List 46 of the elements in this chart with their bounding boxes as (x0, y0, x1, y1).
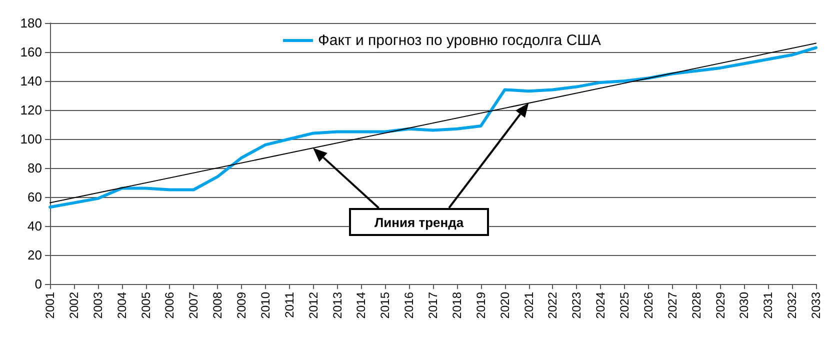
y-tick-label: 0 (34, 276, 42, 292)
y-tick-label: 140 (20, 74, 42, 88)
x-tick-label: 2011 (282, 292, 296, 318)
x-tick-label: 2002 (66, 292, 81, 319)
x-tick-label: 2017 (426, 292, 440, 319)
x-tick-label: 2021 (522, 292, 536, 319)
x-tick-label: 2030 (737, 292, 752, 319)
x-tick-label: 2015 (378, 292, 392, 319)
x-tick-label: 2031 (761, 292, 776, 319)
x-tick-label: 2027 (665, 292, 680, 319)
x-tick-label: 2010 (258, 292, 272, 319)
x-tick-label: 2023 (570, 292, 584, 319)
y-tick-label: 60 (28, 190, 42, 204)
x-tick-label: 2018 (450, 292, 464, 319)
x-tick-label: 2029 (713, 292, 728, 319)
legend-label: Факт и прогноз по уровню госдолга США (318, 32, 601, 49)
x-tick-label: 2014 (354, 292, 368, 319)
x-tick-label: 2024 (594, 292, 608, 319)
x-tick-label: 2013 (330, 292, 344, 319)
y-tick-label: 100 (20, 132, 42, 146)
x-tick-label: 2005 (138, 292, 153, 319)
y-tick-label: 80 (28, 160, 42, 176)
x-tick-label: 2001 (43, 292, 57, 319)
x-tick-label: 2020 (498, 292, 512, 319)
annotation: Линия тренда (374, 214, 464, 230)
y-tick-label: 180 (20, 16, 42, 30)
x-tick-label: 2006 (162, 292, 177, 319)
y-tick-label: 120 (20, 102, 42, 118)
x-tick-label: 2016 (402, 292, 416, 319)
label-box: Линия тренда (349, 208, 490, 236)
x-tick-label: 2033 (809, 292, 823, 319)
x-tick-label: 2028 (689, 292, 704, 319)
x-tick-label: 2008 (210, 292, 225, 319)
x-tick-label: 2019 (474, 292, 488, 319)
x-tick-label: 2025 (618, 292, 632, 319)
y-tick-label: 20 (28, 248, 42, 262)
y-tick-label: 160 (20, 44, 42, 60)
x-tick-label: 2007 (186, 292, 201, 319)
x-tick-label: 2009 (234, 292, 248, 319)
x-tick-label: 2004 (114, 292, 129, 319)
x-tick-label: 2022 (546, 292, 560, 319)
y-tick-label: 40 (28, 218, 42, 234)
x-tick-label: 2032 (785, 292, 800, 319)
x-tick-label: 2026 (641, 292, 656, 319)
x-tick-label: 2003 (90, 292, 105, 319)
x-tick-label: 2012 (306, 292, 320, 319)
